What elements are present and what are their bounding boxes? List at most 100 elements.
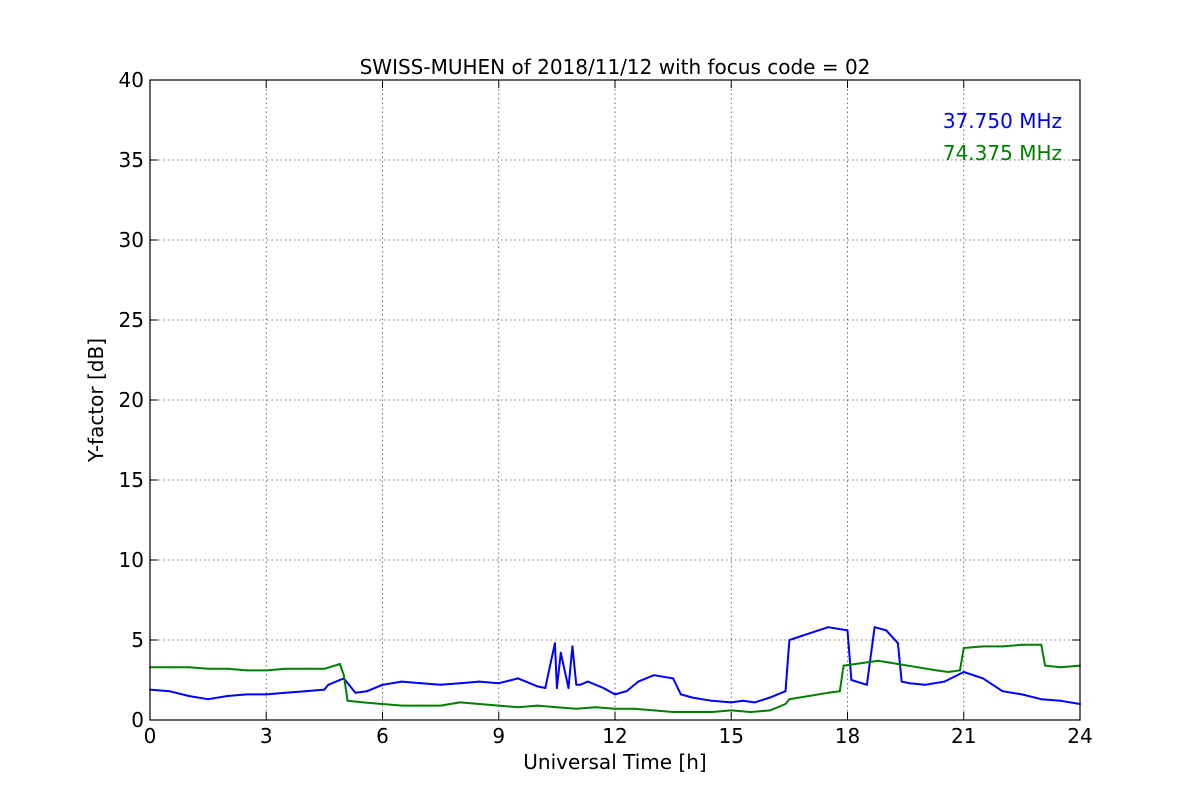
series-layer [149, 626, 1081, 713]
series-2-point [478, 703, 481, 705]
x-tick-label: 12 [602, 724, 627, 748]
series-1-point [536, 685, 539, 688]
x-tick-label: 9 [492, 724, 505, 748]
y-tick-label: 40 [119, 68, 144, 92]
series-2-point [594, 706, 597, 709]
series-1-point [207, 698, 210, 701]
x-tick-label: 21 [951, 724, 976, 748]
series-1-point [865, 683, 868, 686]
series-1-point [652, 674, 655, 677]
series-2-point [838, 690, 841, 693]
series-1-point [497, 682, 500, 685]
ticks: 0 3 6 9 12 15 18 21 24 0 5 10 15 20 25 30 35 40 [119, 68, 1093, 748]
series-1-point [1059, 699, 1062, 702]
series-2-point [982, 645, 985, 648]
series-2-point [730, 709, 733, 712]
series-2-point [958, 669, 961, 672]
series-2-point [284, 667, 287, 670]
grid [150, 80, 1080, 720]
series-1-point [637, 680, 640, 683]
series-1-point [338, 679, 341, 681]
series-1-point [517, 677, 520, 680]
series-2-point [877, 659, 880, 662]
series-1-point [323, 688, 326, 691]
series-2-point [226, 667, 229, 670]
x-tick-label: 3 [260, 724, 273, 748]
series-1-point [381, 683, 384, 686]
series-2-point [788, 698, 791, 701]
series-1-point [807, 632, 810, 635]
series-1-point [827, 626, 830, 629]
series-1-point [553, 642, 556, 645]
series-1-point [575, 683, 578, 686]
series-2-point [439, 704, 442, 707]
series-2-point [555, 706, 558, 709]
series-1-point [784, 690, 787, 693]
series-1-point [439, 683, 442, 686]
series-1-point [679, 693, 682, 696]
y-tick-label: 10 [119, 548, 144, 572]
series-2-point [691, 711, 694, 713]
series-1-point [245, 693, 248, 696]
y-tick-label: 15 [119, 468, 144, 492]
series-2-point [346, 699, 349, 702]
series-2-point [338, 663, 341, 665]
series-1-point [567, 687, 570, 689]
x-tick-label: 18 [835, 724, 860, 748]
series-1-point [769, 696, 771, 699]
series-1-point [924, 683, 926, 686]
series-1-point [168, 690, 171, 693]
y-tick-label: 25 [119, 308, 144, 332]
series-2-point [614, 707, 616, 710]
series-1-point [741, 699, 744, 702]
series-2-point [827, 691, 830, 694]
series-1-point [788, 639, 791, 641]
series-2-point [362, 701, 365, 704]
series-2-point [497, 704, 500, 707]
series-1-point [586, 680, 589, 683]
series-1-point [900, 680, 903, 683]
series-2-point [265, 669, 268, 672]
series-1-point [579, 683, 582, 686]
series-line-2 [150, 643, 1081, 713]
series-1-point [850, 679, 853, 681]
series-1-point [962, 671, 965, 673]
series-1-point [873, 626, 876, 629]
series-1-point [602, 687, 605, 689]
series-2-point [916, 666, 919, 669]
series-2-point [672, 711, 675, 713]
series-2-point [652, 709, 655, 712]
series-2-point [633, 707, 636, 710]
series-1-point [753, 701, 756, 704]
series-1-point [478, 680, 481, 683]
series-2-point [536, 704, 539, 707]
x-tick-label: 24 [1067, 724, 1092, 748]
y-tick-label: 30 [119, 228, 144, 252]
x-tick-label: 15 [719, 724, 744, 748]
series-2-point [187, 666, 190, 669]
series-1-point [846, 629, 849, 632]
series-1-point [284, 691, 287, 694]
series-1-point [691, 696, 694, 699]
series-1-point [327, 683, 330, 686]
series-2-point [420, 704, 423, 707]
series-1-point [420, 682, 423, 685]
series-2-point [710, 711, 713, 713]
series-1-point [710, 699, 713, 702]
y-tick-label: 0 [131, 708, 144, 732]
series-1-point [982, 677, 985, 680]
series-1-point [366, 690, 368, 693]
series-1-point [908, 682, 911, 685]
series-2-point [807, 695, 810, 697]
series-2-point [842, 664, 845, 667]
series-2-point [168, 666, 171, 669]
x-tick-label: 0 [144, 724, 157, 748]
series-2-point [1020, 643, 1023, 646]
series-1-point [885, 629, 888, 632]
series-2-point [854, 663, 857, 665]
series-2-point [245, 669, 248, 672]
legend-entry-1: 37.750 MHz [943, 109, 1062, 133]
series-1-point [730, 701, 733, 704]
series-2-point [896, 663, 899, 665]
series-2-point [323, 667, 326, 670]
